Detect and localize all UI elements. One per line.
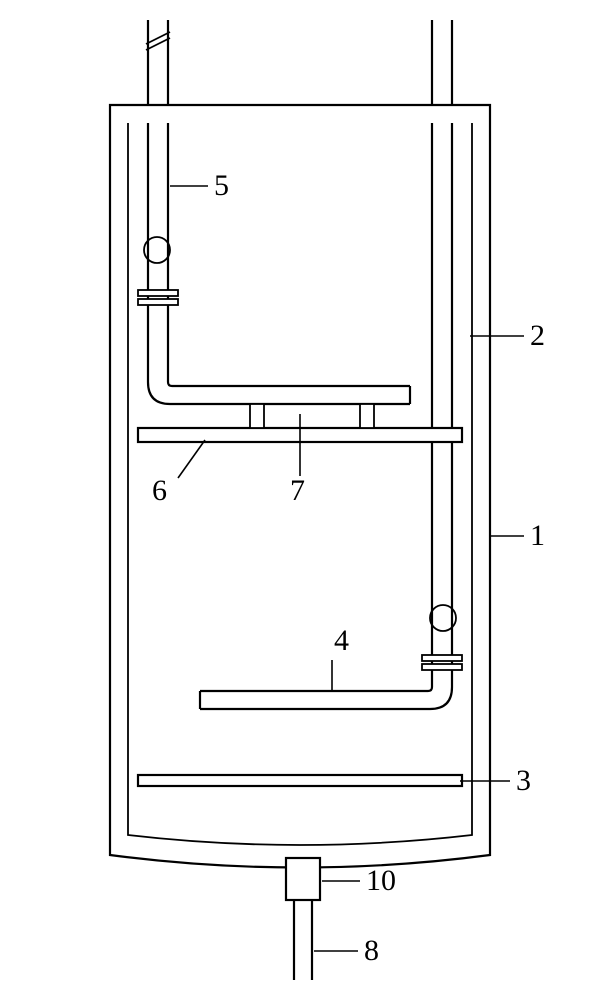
plate-support-1: [360, 404, 374, 428]
plate-support-0: [250, 404, 264, 428]
flange-right-top: [422, 655, 462, 661]
label-8: 8: [364, 934, 379, 967]
lower-plate: [138, 775, 462, 786]
label-5: 5: [214, 169, 229, 202]
flange-left-top: [138, 290, 178, 296]
break-mark: [146, 38, 170, 50]
break-mark: [146, 32, 170, 44]
label-7: 7: [290, 474, 305, 507]
left-pipe-outer: [148, 123, 410, 404]
label-1: 1: [530, 519, 545, 552]
diagram-canvas: 1 2 3 4 5 6 7 8 10: [0, 0, 604, 1000]
leader-6: [178, 440, 205, 478]
flange-left-bot: [138, 299, 178, 305]
right-pipe-inner: [200, 123, 432, 691]
label-10: 10: [366, 864, 396, 897]
left-pipe-inner: [168, 123, 410, 386]
bottom-port: [286, 858, 320, 900]
label-4: 4: [334, 624, 349, 657]
right-pipe-outer: [200, 123, 452, 709]
label-6: 6: [152, 474, 167, 507]
label-2: 2: [530, 319, 545, 352]
flange-right-bot: [422, 664, 462, 670]
label-3: 3: [516, 764, 531, 797]
